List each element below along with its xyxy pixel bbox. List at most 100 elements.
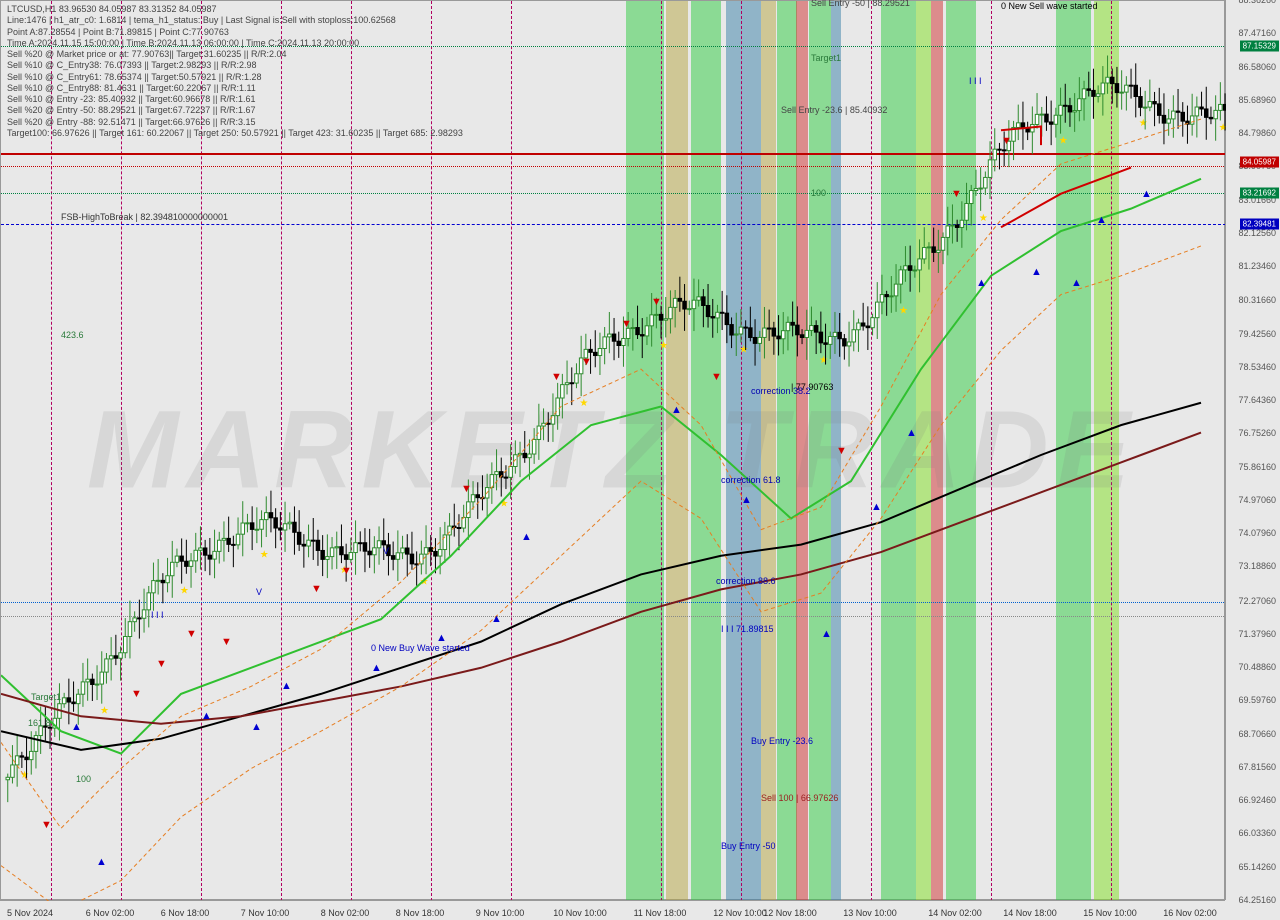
up-arrow-icon: ▲: [96, 856, 107, 868]
price-tag: 84.05987: [1240, 156, 1279, 167]
y-tick: 84.79860: [1238, 128, 1276, 138]
info-line: Sell %10 @ C_Entry61: 78.65374 || Target…: [7, 72, 463, 83]
y-tick: 67.81560: [1238, 762, 1276, 772]
x-tick: 14 Nov 02:00: [928, 908, 982, 918]
y-tick: 72.27060: [1238, 596, 1276, 606]
x-axis: 5 Nov 20246 Nov 02:006 Nov 18:007 Nov 10…: [0, 900, 1225, 920]
down-arrow-icon: ▼: [951, 188, 962, 200]
y-axis: 88.3626087.4716086.5806085.6896084.79860…: [1225, 0, 1280, 900]
info-line: Sell %10 @ C_Entry88: 81.4631 || Target:…: [7, 83, 463, 94]
info-line: Line:1476 | h1_atr_c0: 1.6814 | tema_h1_…: [7, 15, 463, 26]
down-arrow-icon: ▼: [221, 636, 232, 648]
down-arrow-icon: ▼: [551, 371, 562, 383]
y-tick: 70.48860: [1238, 662, 1276, 672]
chart-annotation: V: [256, 587, 262, 597]
info-panel: LTCUSD,H1 83.96530 84.05987 83.31352 84.…: [7, 4, 463, 139]
price-tag: 82.39481: [1240, 218, 1279, 229]
chart-annotation: 161.8: [28, 718, 51, 728]
y-tick: 65.14260: [1238, 862, 1276, 872]
chart-area[interactable]: MARKETZ TRADE ★★★★★★★★★★★★★★★★ Sell Entr…: [0, 0, 1225, 900]
chart-annotation: Sell Entry -50 | 88.29521: [811, 0, 910, 8]
down-arrow-icon: ▼: [341, 565, 352, 577]
y-tick: 80.31660: [1238, 295, 1276, 305]
up-arrow-icon: ▲: [1071, 277, 1082, 289]
y-tick: 74.07960: [1238, 528, 1276, 538]
y-tick: 66.92460: [1238, 795, 1276, 805]
x-tick: 10 Nov 10:00: [553, 908, 607, 918]
x-tick: 14 Nov 18:00: [1003, 908, 1057, 918]
chart-annotation: correction 61.8: [721, 475, 781, 485]
x-tick: 7 Nov 10:00: [241, 908, 290, 918]
y-tick: 85.68960: [1238, 95, 1276, 105]
x-tick: 6 Nov 18:00: [161, 908, 210, 918]
down-arrow-icon: ▼: [651, 296, 662, 308]
down-arrow-icon: ▼: [836, 445, 847, 457]
svg-text:★: ★: [819, 355, 828, 366]
x-tick: 16 Nov 02:00: [1163, 908, 1217, 918]
chart-annotation: Sell Entry -23.6 | 85.40932: [781, 105, 887, 115]
y-tick: 78.53460: [1238, 362, 1276, 372]
y-tick: 77.64360: [1238, 395, 1276, 405]
up-arrow-icon: ▲: [371, 662, 382, 674]
down-arrow-icon: ▼: [311, 583, 322, 595]
svg-text:★: ★: [100, 706, 109, 717]
chart-annotation: correction 38.2: [751, 386, 811, 396]
y-tick: 71.37960: [1238, 629, 1276, 639]
y-tick: 73.18860: [1238, 561, 1276, 571]
up-arrow-icon: ▲: [976, 277, 987, 289]
svg-text:★: ★: [579, 398, 588, 409]
chart-annotation: 100: [811, 188, 826, 198]
svg-text:★: ★: [1059, 136, 1068, 147]
chart-annotation: Buy Entry -50: [721, 841, 776, 851]
y-tick: 76.75260: [1238, 428, 1276, 438]
info-line: Point A:87.28554 | Point B:71.89815 | Po…: [7, 27, 463, 38]
y-tick: 88.36260: [1238, 0, 1276, 5]
info-line: Sell %20 @ Entry -88: 92.51471 || Target…: [7, 117, 463, 128]
x-tick: 9 Nov 10:00: [476, 908, 525, 918]
up-arrow-icon: ▲: [71, 721, 82, 733]
x-tick: 8 Nov 02:00: [321, 908, 370, 918]
down-arrow-icon: ▼: [156, 658, 167, 670]
chart-annotation: I I I: [969, 76, 982, 86]
y-tick: 74.97060: [1238, 495, 1276, 505]
up-arrow-icon: ▲: [1141, 188, 1152, 200]
chart-annotation: Buy Entry -23.6: [751, 736, 813, 746]
chart-annotation: correction 88.6: [716, 576, 776, 586]
down-arrow-icon: ▼: [711, 371, 722, 383]
chart-annotation: Target1: [811, 53, 841, 63]
chart-annotation: 0 New Sell wave started: [1001, 1, 1098, 11]
svg-text:★: ★: [739, 345, 748, 356]
y-tick: 87.47160: [1238, 28, 1276, 38]
info-line: Sell %10 @ Entry -23: 85.40932 || Target…: [7, 94, 463, 105]
up-arrow-icon: ▲: [436, 632, 447, 644]
chart-annotation: V: [383, 546, 389, 556]
x-tick: 11 Nov 18:00: [634, 908, 687, 918]
down-arrow-icon: ▼: [186, 628, 197, 640]
x-tick: 8 Nov 18:00: [396, 908, 445, 918]
svg-text:★: ★: [260, 549, 269, 560]
up-arrow-icon: ▲: [1096, 214, 1107, 226]
up-arrow-icon: ▲: [521, 531, 532, 543]
info-line: Target100: 66.97626 || Target 161: 60.22…: [7, 128, 463, 139]
y-tick: 79.42560: [1238, 329, 1276, 339]
up-arrow-icon: ▲: [491, 613, 502, 625]
x-tick: 5 Nov 2024: [7, 908, 53, 918]
up-arrow-icon: ▲: [201, 710, 212, 722]
chart-annotation: I I I 71.89815: [721, 624, 774, 634]
chart-annotation: I I I: [151, 610, 164, 620]
down-arrow-icon: ▼: [131, 688, 142, 700]
down-arrow-icon: ▼: [461, 483, 472, 495]
chart-title: LTCUSD,H1 83.96530 84.05987 83.31352 84.…: [7, 4, 463, 15]
svg-text:★: ★: [899, 305, 908, 316]
svg-text:★: ★: [979, 213, 988, 224]
up-arrow-icon: ▲: [251, 721, 262, 733]
up-arrow-icon: ▲: [671, 404, 682, 416]
chart-annotation: 100: [76, 774, 91, 784]
chart-annotation: FSB-HighToBreak | 82.394810000000001: [61, 212, 228, 222]
x-tick: 12 Nov 10:00: [713, 908, 767, 918]
y-tick: 69.59760: [1238, 695, 1276, 705]
up-arrow-icon: ▲: [906, 427, 917, 439]
down-arrow-icon: ▼: [581, 356, 592, 368]
price-tag: 87.15329: [1240, 41, 1279, 52]
up-arrow-icon: ▲: [281, 680, 292, 692]
